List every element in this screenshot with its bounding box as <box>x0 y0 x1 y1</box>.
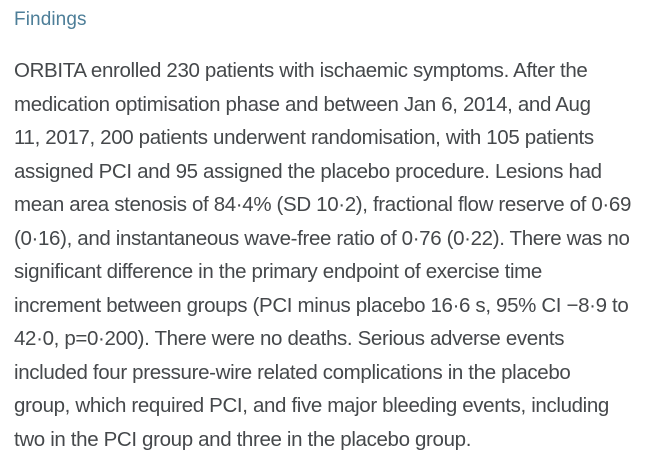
findings-paragraph: ORBITA enrolled 230 patients with ischae… <box>14 54 656 454</box>
text-line: increment between groups (PCI minus plac… <box>14 293 629 317</box>
text-line: ORBITA enrolled 230 patients with ischae… <box>14 59 588 82</box>
text-line: 42·0, p=0·200). There were no deaths. Se… <box>14 327 565 350</box>
text-line: mean area stenosis of 84·4% (SD 10·2), f… <box>14 193 631 216</box>
text-line: (0·16), and instantaneous wave-free rati… <box>14 226 630 250</box>
section-heading: Findings <box>14 9 87 30</box>
text-line: group, which required PCI, and five majo… <box>14 394 609 417</box>
text-line: significant difference in the primary en… <box>14 260 542 283</box>
text-line: 11, 2017, 200 patients underwent randomi… <box>14 126 594 149</box>
text-line: included four pressure-wire related comp… <box>14 360 571 384</box>
text-line: assigned PCI and 95 assigned the placebo… <box>14 159 602 183</box>
text-line: two in the PCI group and three in the pl… <box>14 427 472 451</box>
text-line: medication optimisation phase and betwee… <box>14 92 591 116</box>
